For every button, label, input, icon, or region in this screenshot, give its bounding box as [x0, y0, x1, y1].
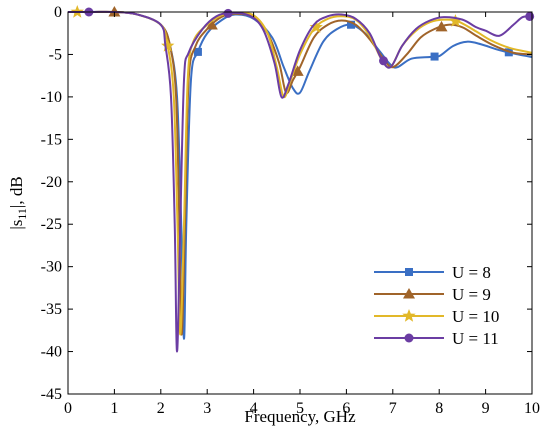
series-marker: [448, 14, 463, 27]
ticks-layer: 0 1 2 3 4 5 6 7 8 9 10 0 -5 -10 -15 -20 -25 -30 -35 -40 -45: [41, 4, 540, 417]
legend-label: U = 8: [452, 263, 491, 282]
y-tick-label: 0: [54, 4, 62, 21]
y-tick-label: -20: [41, 174, 62, 191]
legend-marker: [404, 333, 414, 343]
series-layer: [67, 5, 535, 353]
x-tick-label: 2: [157, 400, 165, 417]
y-tick-label: -30: [41, 259, 62, 276]
x-tick-label: 7: [389, 400, 397, 417]
y-tick-label: -10: [41, 89, 62, 106]
x-tick-label: 3: [203, 400, 211, 417]
series-marker: [223, 8, 233, 18]
x-tick-label: 5: [296, 400, 304, 417]
series-marker: [430, 52, 439, 61]
legend-marker: [405, 268, 413, 276]
x-tick-label: 0: [64, 400, 72, 417]
x-tick-label: 9: [482, 400, 490, 417]
y-tick-label: -15: [41, 131, 62, 148]
x-tick-label: 6: [342, 400, 350, 417]
x-tick-label: 8: [435, 400, 443, 417]
series-marker: [205, 19, 218, 30]
legend-entry: U = 8: [374, 263, 491, 282]
legend-label: U = 9: [452, 285, 491, 304]
y-tick-label: -45: [41, 386, 62, 403]
y-axis-title-main: |s: [7, 220, 26, 230]
legend-label: U = 11: [452, 329, 499, 348]
x-tick-label: 4: [250, 400, 258, 417]
series-marker: [347, 20, 356, 29]
legend-marker: [403, 288, 415, 299]
series-line: [67, 10, 533, 336]
legend: U = 8 U = 9 U = 10 U = 11: [374, 263, 499, 348]
series-line: [67, 10, 533, 353]
y-tick-label: -25: [41, 216, 62, 233]
legend-label: U = 10: [452, 307, 499, 326]
series-marker: [435, 20, 448, 32]
x-axis-title: Frequency, GHz: [244, 407, 356, 426]
x-tick-label: 10: [524, 400, 540, 417]
legend-marker: [402, 309, 416, 322]
series-marker: [193, 47, 202, 56]
y-axis-title-subscript: 11: [15, 208, 29, 220]
y-axis-title-end: |, dB: [7, 176, 26, 208]
x-tick-label: 1: [110, 400, 118, 417]
series-marker: [161, 39, 175, 52]
series-marker: [291, 65, 304, 76]
legend-entry: U = 9: [374, 285, 491, 304]
series-marker: [379, 56, 389, 66]
series-marker: [309, 20, 323, 33]
series-marker: [525, 11, 535, 21]
series-line: [67, 10, 533, 336]
legend-entry: U = 10: [374, 307, 499, 326]
y-axis-title: |s11|, dB: [7, 176, 29, 229]
y-tick-label: -35: [41, 301, 62, 318]
legend-entry: U = 11: [374, 329, 499, 348]
y-tick-label: -5: [49, 46, 62, 63]
y-tick-label: -40: [41, 344, 62, 361]
